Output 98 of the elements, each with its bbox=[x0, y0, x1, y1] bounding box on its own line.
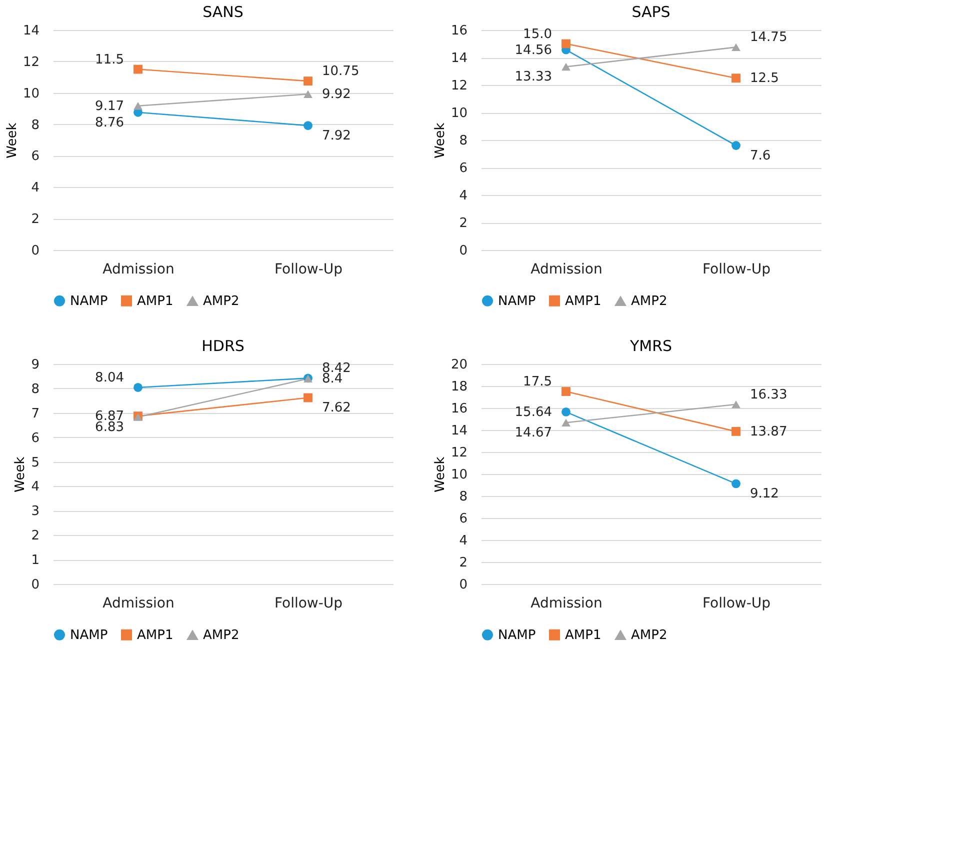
y-tick-label: 6 bbox=[31, 149, 40, 164]
data-label: 14.56 bbox=[514, 42, 552, 58]
data-label: 7.62 bbox=[322, 400, 351, 416]
data-label: 9.12 bbox=[750, 486, 779, 502]
legend-label: NAMP bbox=[498, 628, 536, 643]
y-tick-label: 0 bbox=[459, 244, 468, 258]
point bbox=[562, 387, 570, 396]
y-tick-label: 0 bbox=[31, 244, 40, 258]
x-tick-label: Admission bbox=[530, 596, 602, 612]
chart-title: YMRS bbox=[628, 337, 672, 355]
x-tick-label: Follow-Up bbox=[274, 262, 343, 278]
y-axis-title: Week bbox=[13, 456, 28, 492]
y-tick-label: 2 bbox=[31, 212, 40, 228]
legend-label: AMP2 bbox=[203, 294, 240, 310]
point bbox=[134, 383, 142, 392]
y-tick-label: 5 bbox=[31, 455, 40, 470]
data-label: 14.67 bbox=[514, 426, 552, 441]
x-tick-label: Admission bbox=[102, 596, 174, 612]
legend-label: AMP1 bbox=[137, 294, 174, 309]
y-axis-title: Week bbox=[432, 122, 448, 158]
data-label: 8.76 bbox=[95, 115, 124, 130]
y-tick-label: 8 bbox=[459, 134, 468, 148]
chart-title: HDRS bbox=[202, 337, 244, 355]
data-label: 11.5 bbox=[95, 52, 124, 68]
data-label: 14.75 bbox=[750, 30, 788, 46]
y-tick-label: 6 bbox=[459, 512, 468, 526]
y-tick-label: 4 bbox=[31, 480, 40, 495]
legend-label: NAMP bbox=[498, 294, 536, 309]
data-label: 17.5 bbox=[523, 374, 552, 390]
y-tick-label: 10 bbox=[450, 106, 468, 121]
legend-label: AMP1 bbox=[565, 628, 602, 643]
y-tick-label: 16 bbox=[450, 402, 468, 416]
y-tick-label: 2 bbox=[459, 556, 468, 570]
data-label: 15.0 bbox=[523, 26, 552, 42]
y-axis-title: Week bbox=[432, 456, 448, 492]
y-tick-label: 20 bbox=[450, 358, 468, 372]
x-tick-label: Follow-Up bbox=[274, 596, 343, 612]
y-tick-label: 12 bbox=[450, 78, 468, 94]
y-tick-label: 9 bbox=[31, 358, 40, 372]
y-tick-label: 10 bbox=[22, 86, 40, 102]
chart-title: SAPS bbox=[632, 3, 670, 21]
point bbox=[732, 141, 740, 150]
data-label: 10.75 bbox=[322, 64, 360, 80]
y-tick-label: 14 bbox=[22, 24, 40, 38]
y-tick-label: 7 bbox=[31, 406, 40, 422]
legend-label: AMP2 bbox=[631, 628, 668, 644]
data-label: 7.92 bbox=[322, 128, 351, 144]
y-tick-label: 14 bbox=[450, 424, 468, 438]
legend-label: NAMP bbox=[70, 628, 108, 643]
y-tick-label: 4 bbox=[31, 180, 40, 196]
x-tick-label: Follow-Up bbox=[702, 262, 771, 278]
data-label: 7.6 bbox=[750, 148, 771, 164]
y-tick-label: 16 bbox=[450, 24, 468, 38]
y-tick-label: 8 bbox=[31, 382, 40, 397]
point bbox=[304, 121, 312, 130]
y-tick-label: 0 bbox=[31, 578, 40, 592]
y-tick-label: 18 bbox=[450, 380, 468, 394]
y-tick-label: 8 bbox=[459, 490, 468, 504]
y-tick-label: 12 bbox=[450, 446, 468, 460]
point bbox=[304, 76, 312, 86]
legend-label: NAMP bbox=[70, 294, 108, 309]
legend-label: AMP2 bbox=[631, 294, 668, 310]
y-tick-label: 4 bbox=[459, 188, 468, 204]
data-label: 13.87 bbox=[750, 424, 788, 440]
chart-title: SANS bbox=[202, 3, 244, 21]
y-tick-label: 4 bbox=[459, 534, 468, 548]
data-label: 13.33 bbox=[514, 70, 552, 85]
y-tick-label: 0 bbox=[459, 578, 468, 592]
point bbox=[732, 74, 740, 83]
x-tick-label: Admission bbox=[530, 262, 602, 278]
y-tick-label: 2 bbox=[459, 216, 468, 231]
y-tick-label: 8 bbox=[31, 118, 40, 133]
y-axis-title: Week bbox=[4, 122, 20, 158]
data-label: 9.92 bbox=[322, 87, 351, 102]
data-label: 16.33 bbox=[750, 387, 788, 402]
legend-label: AMP1 bbox=[565, 294, 602, 309]
point bbox=[732, 426, 740, 436]
data-label: 9.17 bbox=[95, 98, 124, 114]
y-tick-label: 2 bbox=[31, 528, 40, 544]
point bbox=[562, 407, 570, 416]
y-tick-label: 14 bbox=[450, 51, 468, 66]
x-tick-label: Follow-Up bbox=[702, 596, 771, 612]
legend-label: AMP1 bbox=[137, 628, 174, 643]
x-tick-label: Admission bbox=[102, 262, 174, 278]
y-tick-label: 6 bbox=[459, 161, 468, 176]
point bbox=[732, 479, 740, 488]
point bbox=[562, 39, 570, 48]
data-label: 12.5 bbox=[750, 71, 779, 86]
legend-label: AMP2 bbox=[203, 628, 240, 644]
data-label: 15.64 bbox=[514, 404, 552, 420]
point bbox=[134, 64, 142, 74]
y-tick-label: 10 bbox=[450, 468, 468, 482]
data-label: 8.04 bbox=[95, 370, 124, 386]
y-tick-label: 6 bbox=[31, 430, 40, 446]
y-tick-label: 1 bbox=[31, 553, 40, 568]
y-tick-label: 3 bbox=[31, 504, 40, 520]
point bbox=[304, 393, 312, 402]
y-tick-label: 12 bbox=[22, 54, 40, 70]
